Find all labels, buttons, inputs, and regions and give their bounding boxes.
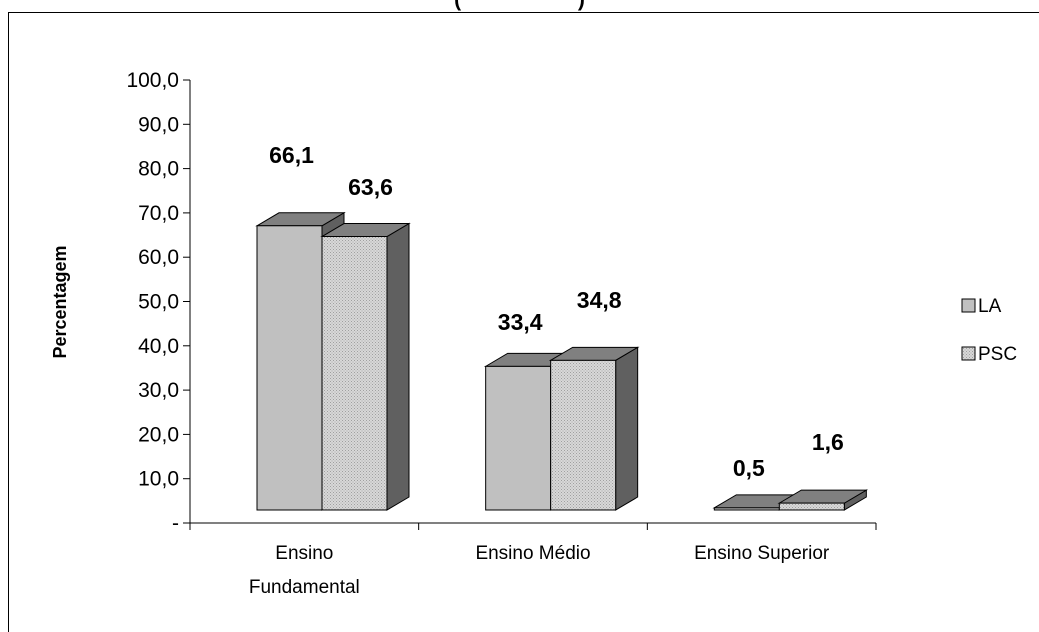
bar-front (713, 507, 780, 511)
bar-side (615, 346, 639, 511)
chart-title: ( ) (0, 0, 1039, 12)
y-tick-label: 80,0 (138, 158, 179, 181)
category-label: Ensino Médio (475, 543, 590, 564)
value-label-psc: 63,6 (348, 174, 393, 200)
value-label-psc: 34,8 (577, 287, 622, 313)
category-label-line: Fundamental (249, 577, 360, 598)
bars-group (255, 211, 869, 511)
chart-title-clip: ( ) (0, 0, 1039, 12)
y-tick-label: 10,0 (138, 468, 179, 491)
bar-side (386, 222, 410, 511)
value-label-la: 33,4 (498, 309, 543, 335)
y-tick-label: 50,0 (138, 291, 179, 314)
y-tick-label: 30,0 (138, 379, 179, 402)
bar-psc (777, 489, 869, 511)
value-label-la: 66,1 (269, 142, 314, 168)
axes-group: - 10,0 20,0 30,0 40,0 50,0 60,0 70,0 80,0 90,0 100… (50, 69, 877, 535)
y-axis-label: Percentagem (50, 245, 70, 358)
y-tick-label: - (172, 512, 179, 535)
legend-swatch-la (961, 298, 976, 313)
category-label-line: Ensino Superior (694, 543, 830, 564)
bar-front (550, 359, 617, 511)
legend-label-psc: PSC (978, 344, 1017, 365)
y-tick-label: 70,0 (138, 202, 179, 225)
y-tick-label: 100,0 (126, 69, 179, 92)
bar-front (321, 236, 388, 511)
y-tick-label: 20,0 (138, 423, 179, 446)
value-label-psc: 1,6 (812, 429, 844, 455)
category-label: Ensino Superior (694, 543, 830, 564)
bar-psc (548, 346, 640, 511)
chart-frame (8, 12, 1039, 632)
category-label-line: Ensino Médio (475, 543, 590, 564)
value-label-la: 0,5 (733, 455, 765, 481)
y-tick-label: 90,0 (138, 113, 179, 136)
category-label-line: Ensino (275, 543, 333, 564)
bar-front (485, 365, 552, 511)
legend-label-la: LA (978, 296, 1002, 317)
y-tick-label: 60,0 (138, 246, 179, 269)
legend: LA PSC (961, 296, 1017, 365)
y-tick-label: 40,0 (138, 335, 179, 358)
category-label: Ensino Fundamental (249, 543, 360, 598)
bar-front (778, 502, 845, 511)
bar-front (256, 225, 323, 511)
legend-swatch-psc (961, 346, 976, 361)
bar-psc (320, 222, 411, 511)
